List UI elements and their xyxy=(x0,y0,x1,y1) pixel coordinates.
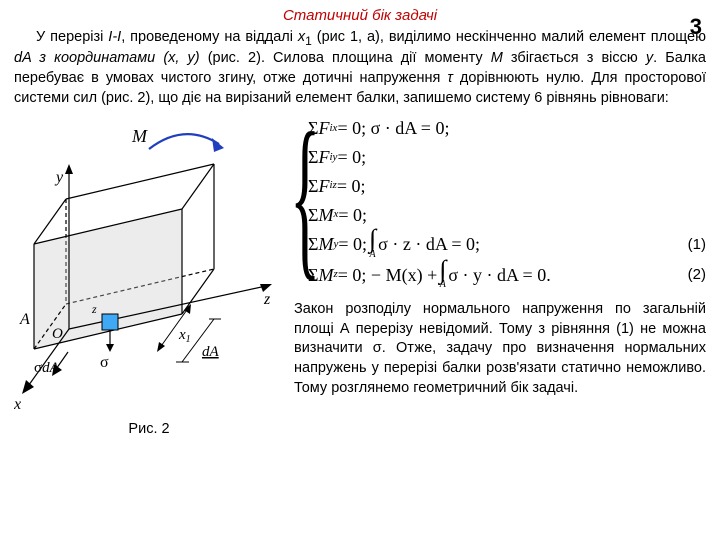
section-title: Статичний бік задачі xyxy=(0,6,720,26)
equation-number-2: (2) xyxy=(668,263,706,287)
svg-text:A: A xyxy=(19,311,30,328)
integral-icon: ∫A xyxy=(439,260,446,291)
svg-text:x: x xyxy=(14,396,21,413)
svg-text:σdA: σdA xyxy=(34,360,60,376)
svg-text:y: y xyxy=(54,169,64,186)
svg-text:z: z xyxy=(263,291,271,308)
svg-text:dA: dA xyxy=(202,344,220,360)
svg-text:σ: σ xyxy=(100,354,109,371)
svg-text:M: M xyxy=(131,126,148,146)
integral-icon: ∫A xyxy=(369,229,376,260)
figure-caption: Рис. 2 xyxy=(14,420,284,440)
page-number: 3 xyxy=(690,12,702,42)
svg-text:O: O xyxy=(52,326,63,342)
intro-paragraph: У перерізі I-I, проведеному на віддалі x… xyxy=(0,26,720,114)
equation-system: { ΣFix = 0; σ · dA = 0; ΣFiy = 0; ΣFiz =… xyxy=(294,114,706,290)
conclusion-paragraph: Закон розподілу нормального напруження п… xyxy=(294,300,706,398)
figure-2-diagram: y z x O A σ z σdA xyxy=(14,114,284,414)
brace-icon: { xyxy=(290,110,320,281)
svg-text:z: z xyxy=(91,302,97,316)
svg-text:x1: x1 xyxy=(178,327,191,345)
equation-number-1: (1) xyxy=(668,233,706,257)
